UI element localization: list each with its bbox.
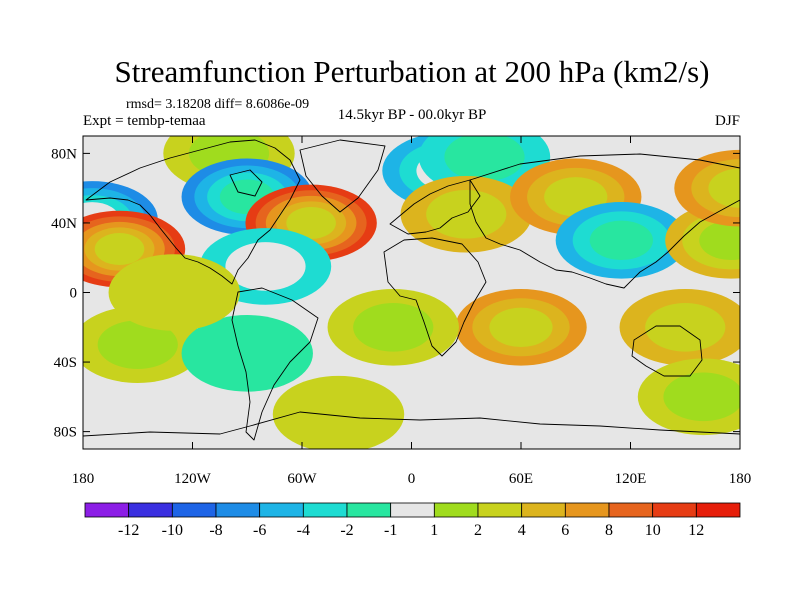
colorbar-label: -12 xyxy=(118,522,139,539)
africa-coast xyxy=(383,237,487,357)
colorbar-swatch xyxy=(433,502,479,518)
colorbar-swatch xyxy=(521,502,566,518)
contour-level xyxy=(108,254,240,331)
x-tick-label: 180 xyxy=(729,471,752,487)
colorbar-label: -2 xyxy=(340,522,353,539)
colorbar-label: -6 xyxy=(253,522,266,539)
period-label: 14.5kyr BP - 00.0kyr BP xyxy=(338,107,487,123)
contour-fields xyxy=(83,136,740,449)
colorbar-label: -8 xyxy=(209,522,222,539)
colorbar-label: 10 xyxy=(645,522,661,539)
colorbar-swatch xyxy=(128,502,173,518)
colorbar-swatch xyxy=(390,502,435,518)
stats-text: rmsd= 3.18208 diff= 8.6086e-09 xyxy=(126,97,309,112)
x-tick-label: 180 xyxy=(72,471,95,487)
y-tick-label: 0 xyxy=(70,286,78,302)
contour-level xyxy=(589,220,653,261)
contour-level xyxy=(225,242,306,291)
colorbar-label: -1 xyxy=(384,522,397,539)
contour-level xyxy=(94,233,145,266)
contour-level xyxy=(286,206,336,239)
contour-level xyxy=(699,220,740,261)
experiment-label: Expt = tembp-temaa xyxy=(83,113,206,129)
field-feature-10 xyxy=(555,202,688,279)
x-tick-label: 0 xyxy=(408,471,416,487)
colorbar: -12 -10 -8 -6 -4 -2 -1 1 2 4 6 8 10 12 xyxy=(84,502,741,539)
map-axes: 180 120W 60W 0 60E 120E 180 80N 40N 0 40S 80S xyxy=(51,136,751,487)
colorbar-label: 4 xyxy=(518,522,526,539)
colorbar-label: 8 xyxy=(605,522,613,539)
chart-title: Streamfunction Perturbation at 200 hPa (… xyxy=(115,54,710,89)
field-feature-8 xyxy=(400,175,532,253)
field-feature-17 xyxy=(181,315,313,392)
contour-level xyxy=(181,315,313,392)
contour-level xyxy=(444,136,525,182)
colorbar-swatch xyxy=(695,502,741,518)
colorbar-swatch xyxy=(302,502,348,518)
colorbar-label: -4 xyxy=(297,522,310,539)
x-tick-label: 120W xyxy=(174,471,212,487)
north-america-coast xyxy=(85,139,301,285)
y-tick-label: 80N xyxy=(51,146,77,162)
x-tick-label: 120E xyxy=(615,471,647,487)
greenland-coast xyxy=(299,139,386,213)
x-tick-label: 60E xyxy=(509,471,533,487)
colorbar-swatch xyxy=(84,502,130,518)
colorbar-label: 2 xyxy=(474,522,482,539)
contour-level xyxy=(272,375,405,449)
y-tick-label: 40S xyxy=(54,355,77,371)
field-feature-15 xyxy=(327,288,459,366)
y-tick-label: 80S xyxy=(54,425,77,441)
colorbar-swatch xyxy=(608,502,654,518)
field-feature-13 xyxy=(455,288,587,366)
season-label: DJF xyxy=(715,113,740,129)
contour-level xyxy=(426,189,507,239)
colorbar-label: 12 xyxy=(688,522,704,539)
contour-level xyxy=(97,320,178,369)
y-tick-label: 40N xyxy=(51,216,77,232)
colorbar-swatch xyxy=(259,502,304,518)
coastlines xyxy=(83,139,740,441)
field-feature-12 xyxy=(674,149,740,227)
antarctica-coast xyxy=(83,411,740,437)
field-feature-11 xyxy=(665,202,740,279)
colorbar-swatch xyxy=(477,502,523,518)
hudson-bay-coast xyxy=(229,169,263,197)
europe-coast xyxy=(389,179,481,235)
contour-level xyxy=(645,302,726,352)
field-feature-19 xyxy=(637,358,740,436)
colorbar-swatch xyxy=(652,502,697,518)
south-america-coast xyxy=(231,287,319,441)
australia-coast xyxy=(631,325,703,377)
field-feature-18 xyxy=(272,375,405,449)
colorbar-label: 6 xyxy=(561,522,569,539)
asia-coast xyxy=(469,153,740,289)
contour-level xyxy=(708,168,740,208)
colorbar-swatch xyxy=(171,502,217,518)
colorbar-label: -10 xyxy=(162,522,183,539)
field-feature-14 xyxy=(619,288,740,366)
field-feature-20 xyxy=(108,254,240,331)
contour-level xyxy=(489,307,553,347)
colorbar-label: 1 xyxy=(430,522,438,539)
contour-level xyxy=(353,302,434,352)
contour-level xyxy=(663,372,740,422)
x-tick-label: 60W xyxy=(287,471,317,487)
colorbar-swatch xyxy=(346,502,392,518)
colorbar-swatch xyxy=(564,502,610,518)
colorbar-swatch xyxy=(215,502,261,518)
